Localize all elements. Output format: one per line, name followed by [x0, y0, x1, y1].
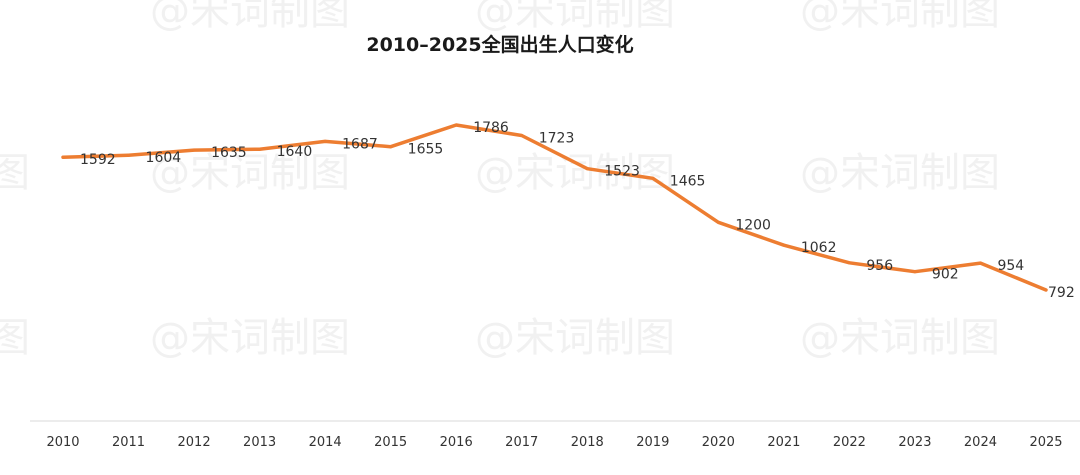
data-point	[716, 220, 720, 224]
data-point	[454, 123, 458, 127]
x-tick-label: 2015	[374, 435, 407, 450]
data-label: 1640	[277, 144, 313, 160]
data-point	[520, 133, 524, 137]
data-label: 792	[1048, 285, 1075, 301]
x-tick-label: 2012	[178, 435, 211, 450]
data-point	[389, 145, 393, 149]
x-tick-label: 2016	[440, 435, 473, 450]
data-label: 1062	[801, 240, 837, 256]
data-point	[585, 167, 589, 171]
x-tick-label: 2013	[243, 435, 276, 450]
data-label: 1604	[146, 150, 182, 166]
data-label: 954	[997, 258, 1024, 274]
data-point	[651, 176, 655, 180]
data-label: 1635	[211, 145, 247, 161]
x-tick-label: 2014	[309, 435, 342, 450]
data-point	[1044, 288, 1048, 292]
data-label: 1523	[604, 164, 640, 180]
x-tick-label: 2021	[767, 435, 800, 450]
x-tick-label: 2024	[964, 435, 997, 450]
data-point	[258, 147, 262, 151]
series-line	[61, 123, 1048, 292]
data-label: 1200	[735, 217, 771, 233]
x-tick-label: 2010	[46, 435, 79, 450]
data-label: 902	[932, 267, 959, 283]
data-label: 1786	[473, 120, 509, 136]
x-tick-label: 2020	[702, 435, 735, 450]
data-label: 1592	[80, 152, 116, 168]
data-point	[978, 261, 982, 265]
data-point	[61, 155, 65, 159]
data-label: 1723	[539, 130, 575, 146]
data-point	[913, 270, 917, 274]
data-point	[127, 153, 131, 157]
data-label: 1687	[342, 136, 378, 152]
chart-title: 2010–2025全国出生人口变化	[366, 34, 634, 56]
x-tick-label: 2017	[505, 435, 538, 450]
x-tick-label: 2025	[1029, 435, 1062, 450]
x-tick-label: 2023	[898, 435, 931, 450]
data-point	[323, 139, 327, 143]
x-tick-label: 2018	[571, 435, 604, 450]
data-label: 1655	[408, 142, 444, 158]
x-tick-label: 2019	[636, 435, 669, 450]
data-label: 1465	[670, 173, 706, 189]
x-tick-label: 2011	[112, 435, 145, 450]
x-tick-label: 2022	[833, 435, 866, 450]
data-point	[192, 148, 196, 152]
data-point	[847, 261, 851, 265]
data-label: 956	[866, 258, 893, 274]
data-point	[782, 243, 786, 247]
